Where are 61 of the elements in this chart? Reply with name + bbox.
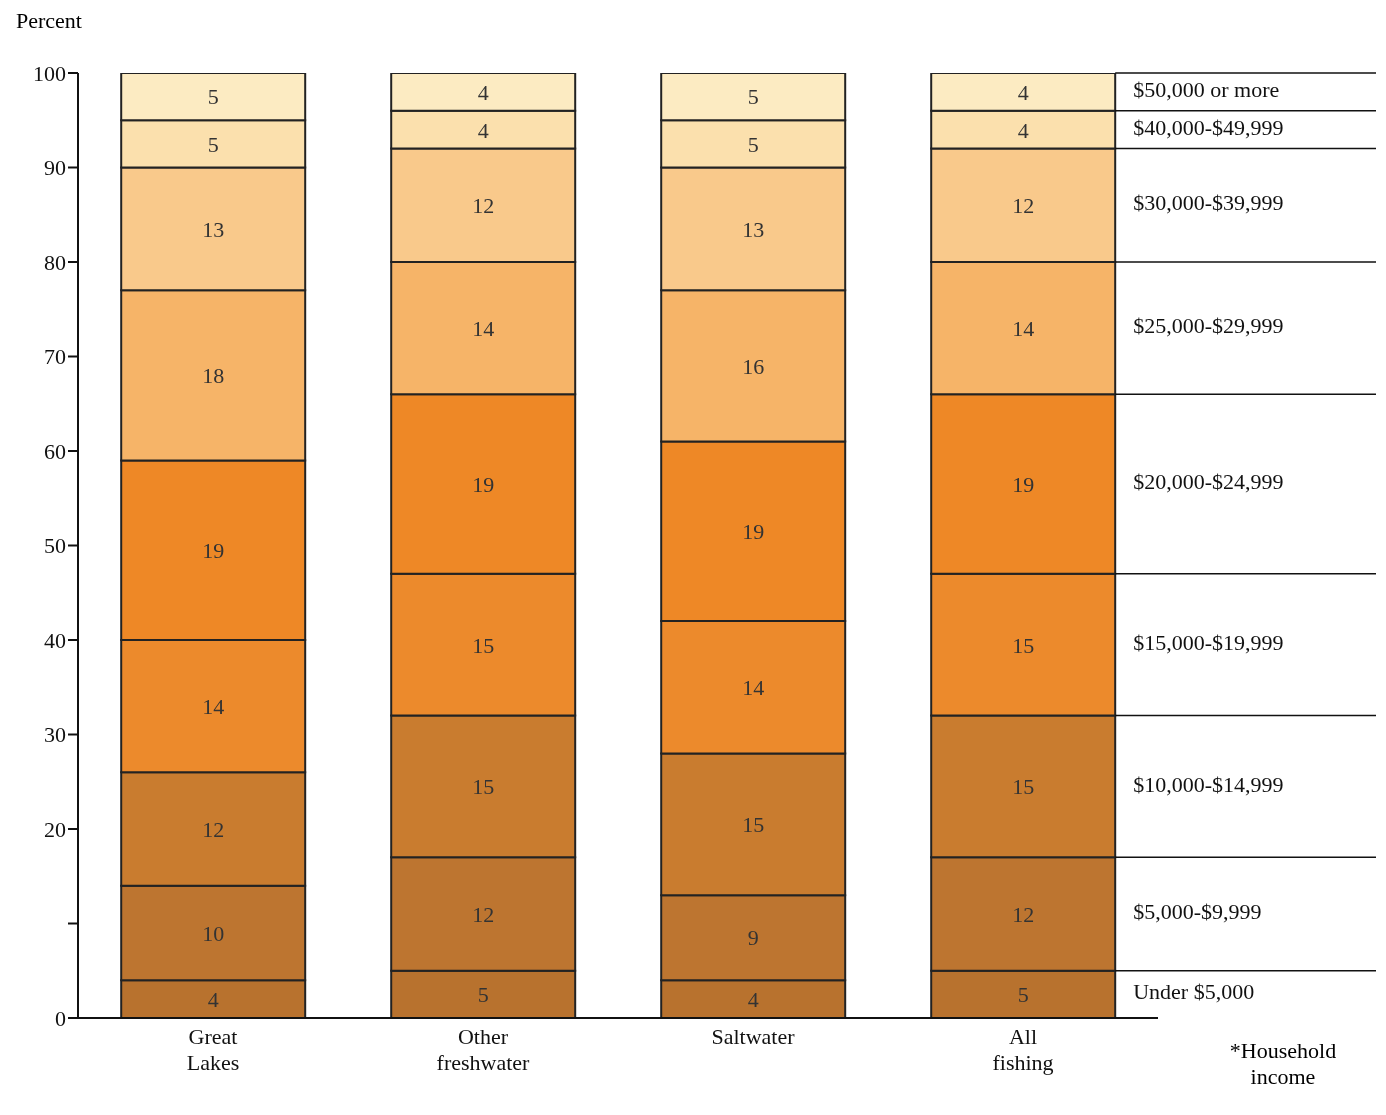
data-label: 19 bbox=[1012, 471, 1035, 497]
x-tick-label: All fishing bbox=[992, 1024, 1054, 1075]
series-label: $25,000-$29,999 bbox=[1133, 313, 1284, 339]
y-tick-label: 70 bbox=[44, 344, 66, 370]
y-tick-label: 90 bbox=[44, 155, 66, 181]
data-label: 15 bbox=[1012, 774, 1035, 800]
y-tick-label: 100 bbox=[33, 60, 66, 86]
data-label: 13 bbox=[202, 216, 225, 242]
series-label: $30,000-$39,999 bbox=[1133, 190, 1284, 216]
series-label: $5,000-$9,999 bbox=[1133, 899, 1262, 925]
data-label: 4 bbox=[477, 117, 489, 143]
data-label: 4 bbox=[747, 986, 759, 1012]
legend-title: *Household income bbox=[1228, 1038, 1338, 1090]
y-tick-label: 60 bbox=[44, 438, 66, 464]
y-tick-label: 0 bbox=[55, 1005, 66, 1031]
data-label: 15 bbox=[472, 774, 495, 800]
series-label: $50,000 or more bbox=[1133, 76, 1280, 102]
series-label: $10,000-$14,999 bbox=[1133, 771, 1284, 797]
data-label: 15 bbox=[472, 632, 495, 658]
data-label: 19 bbox=[742, 519, 765, 545]
x-tick-label: Other freshwater bbox=[436, 1024, 531, 1075]
data-label: 14 bbox=[742, 675, 765, 701]
data-label: 15 bbox=[742, 812, 765, 838]
data-label: 4 bbox=[477, 79, 489, 105]
data-label: 5 bbox=[747, 131, 759, 157]
series-label: $20,000-$24,999 bbox=[1133, 469, 1284, 495]
y-axis-title: Percent bbox=[16, 8, 82, 34]
data-label: 5 bbox=[477, 982, 489, 1008]
data-label: 14 bbox=[1012, 315, 1035, 341]
data-label: 12 bbox=[1012, 901, 1035, 927]
y-tick-label: 30 bbox=[44, 722, 66, 748]
data-label: 16 bbox=[742, 353, 765, 379]
y-tick-label: 80 bbox=[44, 249, 66, 275]
y-tick-label: 50 bbox=[44, 533, 66, 559]
data-label: 19 bbox=[472, 471, 495, 497]
data-label: 5 bbox=[207, 84, 219, 110]
data-label: 13 bbox=[742, 216, 765, 242]
y-tick-label: 40 bbox=[44, 627, 66, 653]
data-label: 9 bbox=[747, 925, 759, 951]
data-label: 12 bbox=[472, 901, 495, 927]
data-label: 12 bbox=[202, 816, 225, 842]
data-label: 5 bbox=[747, 84, 759, 110]
data-label: 14 bbox=[202, 693, 225, 719]
data-label: 4 bbox=[1017, 79, 1029, 105]
data-label: 4 bbox=[1017, 117, 1029, 143]
data-label: 5 bbox=[1017, 982, 1029, 1008]
y-tick-label: 20 bbox=[44, 816, 66, 842]
data-label: 15 bbox=[1012, 632, 1035, 658]
series-label: Under $5,000 bbox=[1133, 979, 1255, 1005]
series-label: $40,000-$49,999 bbox=[1133, 114, 1284, 140]
data-label: 5 bbox=[207, 131, 219, 157]
data-label: 18 bbox=[202, 363, 225, 389]
data-label: 19 bbox=[202, 538, 225, 564]
x-tick-label: Great Lakes bbox=[186, 1024, 240, 1075]
data-label: 12 bbox=[1012, 193, 1035, 219]
data-label: 14 bbox=[472, 315, 495, 341]
x-tick-label: Saltwater bbox=[711, 1024, 796, 1049]
data-label: 12 bbox=[472, 193, 495, 219]
data-label: 10 bbox=[202, 920, 225, 946]
data-label: 4 bbox=[207, 986, 219, 1012]
series-label: $15,000-$19,999 bbox=[1133, 629, 1284, 655]
